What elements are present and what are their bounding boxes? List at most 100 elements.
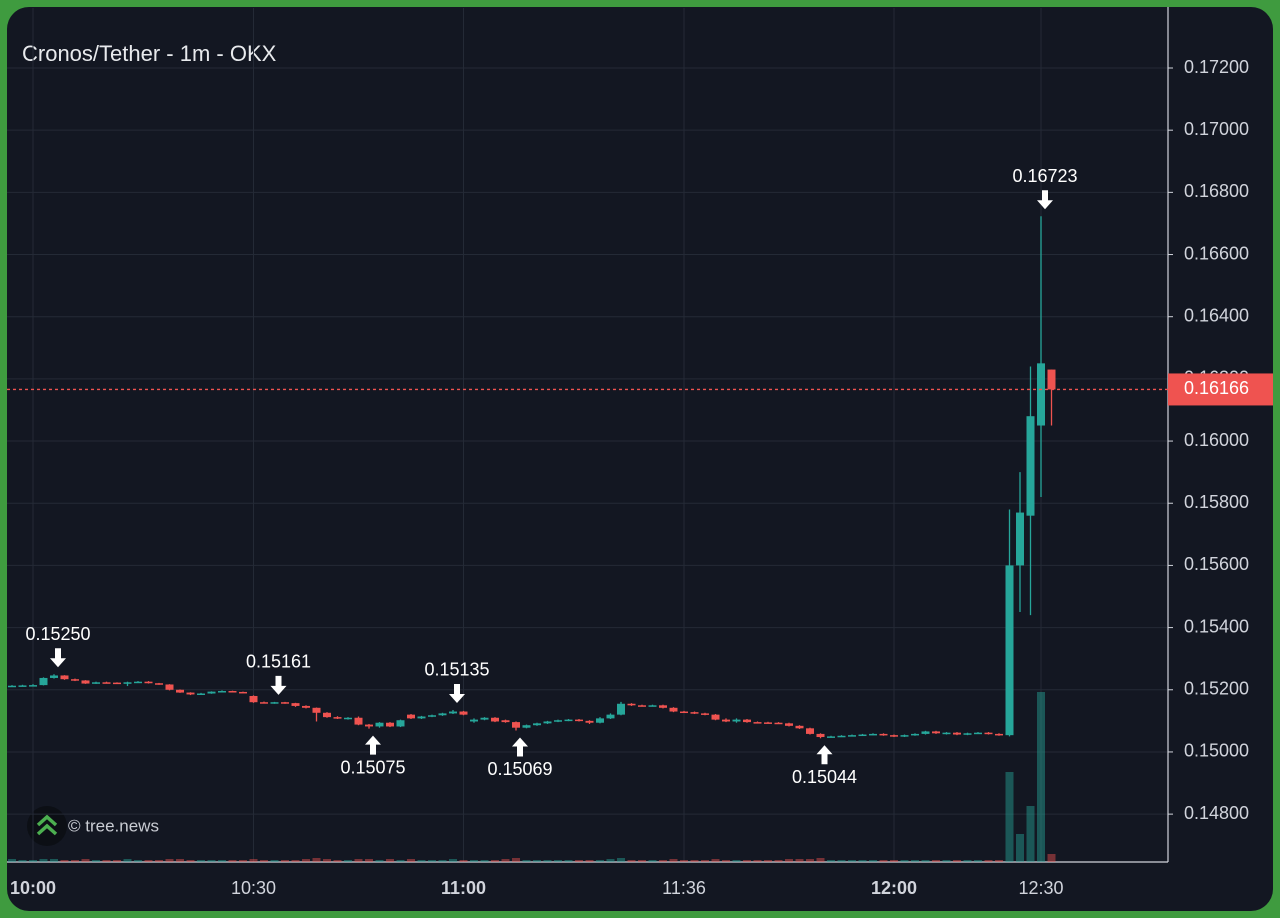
high-label: 0.15161	[246, 652, 311, 672]
volume-bar	[438, 860, 447, 862]
candle-body	[732, 719, 741, 722]
volume-bar	[743, 860, 751, 862]
volume-bar	[407, 859, 415, 862]
volume-bar	[491, 860, 499, 862]
volume-bar	[71, 860, 79, 862]
volume-bar	[522, 860, 531, 862]
high-label: 0.16723	[1012, 166, 1077, 186]
candle-body	[617, 703, 625, 715]
candle-body	[186, 692, 195, 695]
candle-body	[281, 702, 289, 704]
candle-body	[848, 735, 856, 737]
volume-bar	[29, 860, 37, 862]
volume-bar	[869, 860, 877, 862]
volume-bar	[50, 859, 58, 862]
candle-body	[407, 714, 415, 719]
candle-body	[249, 695, 258, 703]
volume-bar	[375, 860, 384, 862]
chart-panel: Cronos/Tether - 1m - OKX © tree.news 0.1…	[7, 7, 1273, 911]
volume-bar	[176, 859, 184, 862]
candle-body	[480, 717, 489, 720]
y-tick-label: 0.17000	[1184, 119, 1249, 139]
volume-bar	[8, 859, 16, 862]
candle-body	[113, 682, 121, 685]
candle-body	[417, 716, 426, 719]
y-tick-label: 0.15200	[1184, 679, 1249, 699]
candle-body	[176, 689, 184, 693]
volume-bar	[102, 860, 111, 862]
volume-bar	[291, 860, 300, 862]
volume-bar	[354, 859, 363, 862]
x-tick-label: 11:00	[441, 878, 486, 898]
volume-bar	[18, 860, 27, 862]
candle-body	[963, 733, 972, 735]
volume-bar	[816, 858, 825, 862]
volume-bar	[134, 860, 142, 862]
candle-body	[638, 705, 646, 707]
volume-bar	[512, 858, 520, 862]
candle-body	[291, 703, 300, 706]
candle-body	[155, 683, 163, 685]
high-label: 0.15135	[424, 660, 489, 680]
candle-body	[564, 719, 573, 722]
candle-body	[470, 719, 478, 722]
volume-bar	[459, 860, 468, 862]
volume-bar	[365, 859, 373, 862]
volume-bar	[932, 860, 940, 862]
candle-body	[596, 718, 604, 723]
candle-body	[375, 722, 384, 727]
volume-bar	[659, 860, 667, 862]
volume-bar	[39, 859, 48, 862]
x-tick-label: 12:00	[871, 878, 917, 898]
candle-body	[743, 719, 751, 723]
candle-body	[942, 732, 951, 735]
chart: Cronos/Tether - 1m - OKX © tree.news 0.1…	[7, 7, 1273, 898]
last-price-label: 0.16166	[1184, 378, 1249, 398]
volume-bar	[753, 860, 762, 862]
candle-body	[764, 722, 772, 724]
volume-bar	[186, 860, 195, 862]
candle-body	[858, 734, 867, 737]
last-price-tag	[1168, 373, 1273, 406]
candle-body	[953, 732, 961, 735]
y-tick-label: 0.15400	[1184, 616, 1249, 636]
arrow-up	[816, 745, 833, 765]
candle-body	[827, 736, 835, 738]
candle-body	[984, 732, 993, 735]
volume-bar	[197, 860, 205, 862]
volume-bar	[281, 860, 289, 862]
candle-body	[239, 691, 247, 694]
volume-bar	[417, 860, 426, 862]
volume-bar	[323, 859, 331, 862]
volume-bar	[585, 860, 594, 862]
volume-bar	[974, 860, 982, 862]
candle-body	[974, 732, 982, 735]
volume-bar	[953, 860, 961, 862]
volume-bar	[995, 860, 1003, 862]
volume-bar	[260, 860, 268, 862]
candle-body	[1037, 363, 1045, 426]
candle-body	[785, 723, 793, 726]
y-tick-label: 0.14800	[1184, 803, 1249, 823]
volume-bar	[302, 859, 310, 862]
volume-bar	[942, 860, 951, 862]
volume-bar	[449, 859, 457, 862]
volume-bar	[81, 859, 90, 862]
volume-bar	[764, 860, 772, 862]
volume-bar	[627, 860, 636, 862]
y-tick-label: 0.15600	[1184, 554, 1249, 574]
candle-body	[323, 712, 331, 718]
candle-body	[995, 733, 1003, 736]
volume-bar	[470, 860, 478, 862]
candle-body	[39, 677, 48, 686]
volume-bar	[837, 860, 846, 862]
candle-body	[533, 723, 541, 726]
candle-body	[554, 720, 562, 722]
volume-bar	[1005, 772, 1014, 862]
volume-bar	[921, 860, 930, 862]
candle-body	[365, 724, 373, 727]
volume-bar	[680, 860, 688, 862]
candle-body	[123, 682, 132, 684]
volume-bar	[270, 860, 279, 862]
candle-body	[1016, 512, 1024, 566]
